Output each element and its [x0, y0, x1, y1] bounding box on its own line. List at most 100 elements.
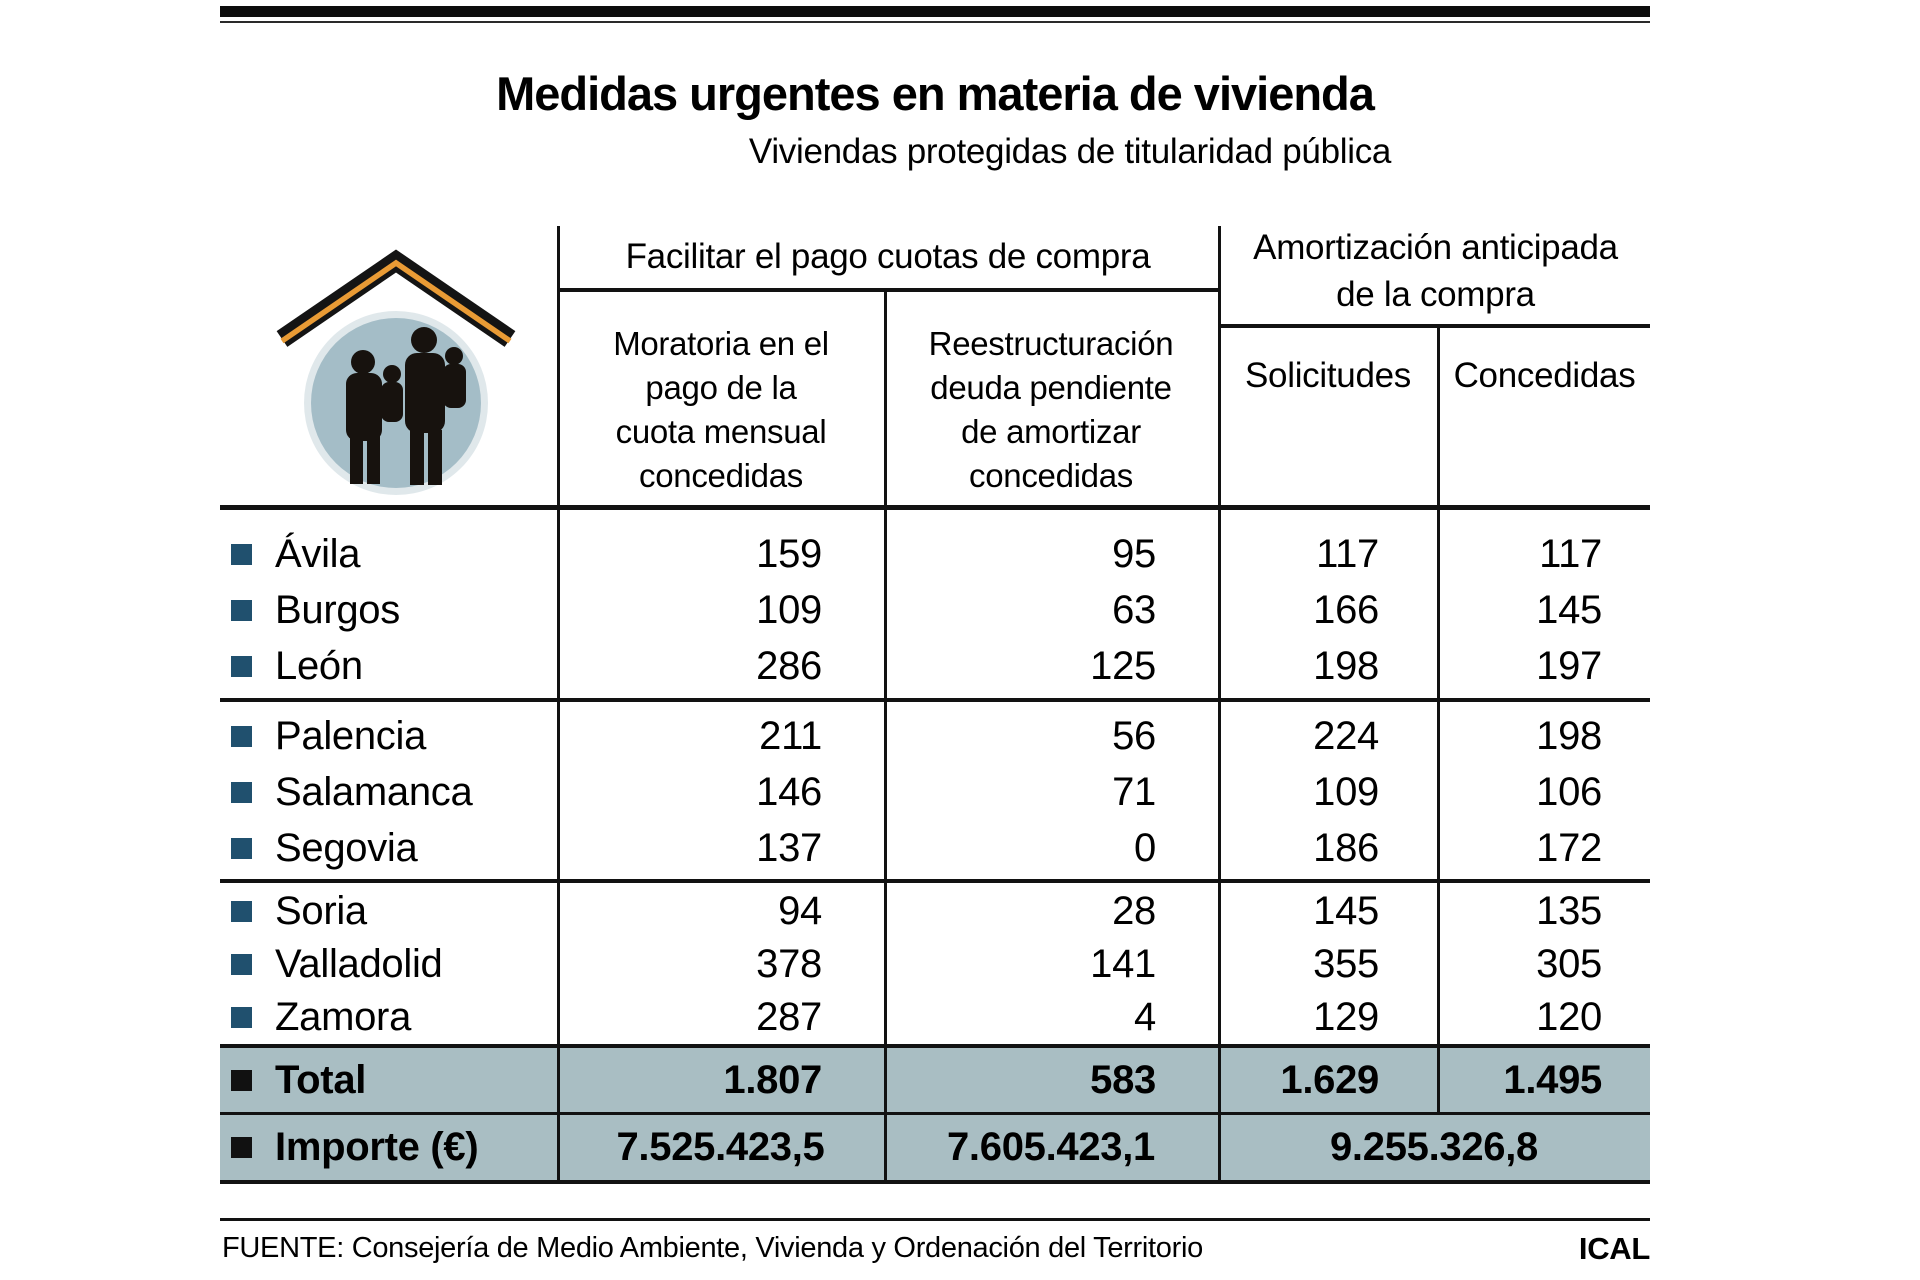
grid-hline: [220, 1112, 1650, 1115]
importe-row: Importe (€) 7.525.423,5 7.605.423,1 9.25…: [220, 1115, 1650, 1180]
importe-moratoria: 7.525.423,5: [616, 1125, 825, 1169]
reestructuracion-value: 0: [1134, 825, 1156, 870]
solicitudes-value: 117: [1316, 531, 1379, 576]
total-reestructuracion: 583: [1090, 1057, 1156, 1102]
reestructuracion-value: 56: [1112, 713, 1156, 758]
square-bullet-icon: [231, 1137, 252, 1158]
province-label: Burgos: [275, 587, 400, 632]
grid-hline: [220, 505, 1650, 510]
concedidas-value: 120: [1536, 995, 1602, 1039]
province-label: Ávila: [275, 531, 361, 576]
concedidas-value: 305: [1536, 942, 1602, 986]
reestructuracion-value: 141: [1090, 942, 1156, 986]
grid-hline: [1218, 324, 1650, 328]
row-label-cell: Importe (€): [220, 1125, 557, 1170]
solicitudes-value: 145: [1313, 889, 1379, 933]
total-row: Total 1.807 583 1.629 1.495: [220, 1048, 1650, 1112]
solicitudes-value: 224: [1313, 713, 1379, 758]
source-note: FUENTE: Consejería de Medio Ambiente, Vi…: [222, 1232, 1203, 1264]
row-group-1: Ávila 159 95 117 117 Burgos 109 63 166 1…: [220, 512, 1650, 694]
column-header-solicitudes: Solicitudes: [1245, 356, 1411, 395]
square-bullet-icon: [231, 599, 252, 621]
importe-amortizacion: 9.255.326,8: [1329, 1125, 1538, 1169]
row-group-2: Palencia 211 56 224 198 Salamanca 146 71…: [220, 702, 1650, 876]
reestructuracion-value: 71: [1112, 769, 1156, 814]
reestructuracion-value: 63: [1112, 587, 1156, 632]
grid-vline: [884, 290, 887, 1183]
moratoria-value: 211: [759, 713, 822, 758]
column-header-concedidas: Concedidas: [1453, 356, 1636, 395]
province-label: Segovia: [275, 825, 418, 870]
grid-hline: [220, 698, 1650, 702]
province-label: León: [275, 643, 363, 688]
row-group-3: Soria 94 28 145 135 Valladolid 378 141 3…: [220, 883, 1650, 1044]
housing-family-logo-icon: [276, 249, 516, 495]
moratoria-value: 159: [756, 531, 822, 576]
concedidas-value: 145: [1536, 587, 1602, 632]
square-bullet-icon: [231, 543, 252, 565]
square-bullet-icon: [231, 1007, 252, 1028]
solicitudes-value: 186: [1313, 825, 1379, 870]
table-row: Palencia 211 56 224 198: [220, 708, 1650, 764]
province-label: Salamanca: [275, 769, 473, 814]
moratoria-value: 94: [778, 889, 822, 933]
table-row: Burgos 109 63 166 145: [220, 582, 1650, 638]
square-bullet-icon: [231, 655, 252, 677]
table-row: Soria 94 28 145 135: [220, 885, 1650, 938]
group-header-line: de la compra: [1336, 275, 1535, 314]
table-row: Salamanca 146 71 109 106: [220, 764, 1650, 820]
importe-reestructuracion: 7.605.423,1: [946, 1125, 1155, 1169]
concedidas-value: 198: [1536, 713, 1602, 758]
grid-hline: [220, 1180, 1650, 1184]
table-row: Ávila 159 95 117 117: [220, 526, 1650, 582]
province-label: Palencia: [275, 713, 427, 758]
moratoria-value: 286: [756, 643, 822, 688]
table-row: León 286 125 198 197: [220, 638, 1650, 694]
moratoria-value: 137: [756, 825, 822, 870]
top-rule: [220, 6, 1650, 17]
total-concedidas: 1.495: [1503, 1057, 1602, 1102]
moratoria-value: 287: [756, 995, 822, 1039]
grid-vline: [1218, 226, 1221, 1183]
province-label: Zamora: [275, 995, 412, 1039]
square-bullet-icon: [231, 954, 252, 975]
province-label: Soria: [275, 889, 367, 933]
total-label: Total: [275, 1057, 367, 1102]
square-bullet-icon: [231, 1069, 252, 1091]
agency-credit: ICAL: [1578, 1231, 1650, 1266]
group-header-facilitar: Facilitar el pago cuotas de compra: [625, 237, 1151, 276]
square-bullet-icon: [231, 725, 252, 747]
grid-hline: [557, 288, 1221, 292]
reestructuracion-value: 4: [1134, 995, 1156, 1039]
reestructuracion-value: 125: [1090, 643, 1156, 688]
concedidas-value: 117: [1539, 531, 1602, 576]
group-header-line: Amortización anticipada: [1253, 228, 1618, 267]
grid-hline: [220, 879, 1650, 883]
solicitudes-value: 129: [1313, 995, 1379, 1039]
square-bullet-icon: [231, 901, 252, 922]
table-row: Segovia 137 0 186 172: [220, 820, 1650, 876]
row-label-cell: Total: [220, 1058, 557, 1103]
moratoria-value: 378: [756, 942, 822, 986]
group-header-amortizacion: Amortización anticipada de la compra: [1221, 224, 1650, 318]
total-solicitudes: 1.629: [1280, 1057, 1379, 1102]
concedidas-value: 135: [1536, 889, 1602, 933]
column-header-reestructuracion: Reestructuración deuda pendiente de amor…: [928, 325, 1174, 494]
reestructuracion-value: 28: [1112, 889, 1156, 933]
moratoria-value: 146: [756, 769, 822, 814]
grid-vline: [1437, 326, 1440, 1115]
solicitudes-value: 198: [1313, 643, 1379, 688]
page-title: Medidas urgentes en materia de vivienda: [496, 67, 1375, 120]
moratoria-value: 109: [756, 587, 822, 632]
square-bullet-icon: [231, 837, 252, 859]
solicitudes-value: 166: [1313, 587, 1379, 632]
concedidas-value: 197: [1536, 643, 1602, 688]
table-row: Valladolid 378 141 355 305: [220, 938, 1650, 991]
column-header-moratoria: Moratoria en el pago de la cuota mensual…: [613, 325, 829, 494]
table-subtitle: Viviendas protegidas de titularidad públ…: [748, 132, 1392, 171]
solicitudes-value: 109: [1313, 769, 1379, 814]
solicitudes-value: 355: [1313, 942, 1379, 986]
top-rule-thin: [220, 21, 1650, 23]
concedidas-value: 106: [1536, 769, 1602, 814]
